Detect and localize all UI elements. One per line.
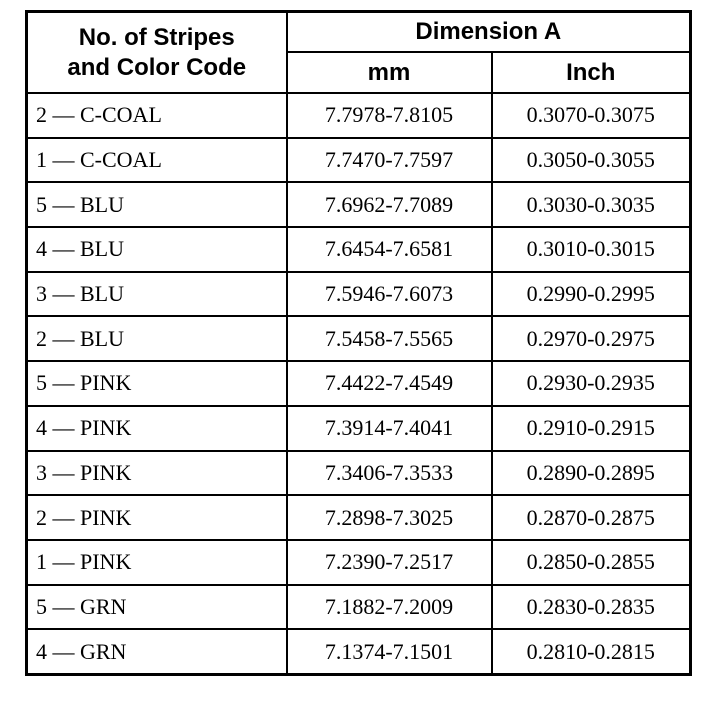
cell-mm-range: 7.2390-7.2517 bbox=[285, 538, 493, 586]
table-row: 1 — PINK 7.2390-7.2517 0.2850-0.2855 bbox=[25, 538, 692, 586]
cell-inch-range: 0.2990-0.2995 bbox=[490, 270, 692, 318]
table-row: 1 — C-COAL 7.7470-7.7597 0.3050-0.3055 bbox=[25, 136, 692, 184]
cell-inch-range: 0.2910-0.2915 bbox=[490, 404, 692, 452]
cell-stripe-color-code: 4 — PINK bbox=[25, 404, 288, 452]
header-row-2: mm Inch bbox=[27, 51, 692, 94]
cell-inch-range: 0.2890-0.2895 bbox=[490, 449, 692, 497]
cell-inch-range: 0.3070-0.3075 bbox=[490, 92, 692, 139]
cell-stripe-color-code: 2 — BLU bbox=[25, 315, 288, 363]
cell-stripe-color-code: 5 — GRN bbox=[25, 583, 288, 631]
cell-inch-range: 0.3030-0.3035 bbox=[490, 181, 692, 229]
cell-stripe-color-code: 4 — BLU bbox=[25, 226, 288, 273]
dimension-spec-table: No. of Stripes and Color Code Dimension … bbox=[25, 10, 693, 676]
table-header: No. of Stripes and Color Code Dimension … bbox=[25, 10, 692, 94]
header-mm: mm bbox=[285, 51, 493, 94]
header-stripes-line2: and Color Code bbox=[67, 53, 247, 81]
cell-mm-range: 7.2898-7.3025 bbox=[285, 494, 493, 541]
table-body: 2 — C-COAL 7.7978-7.8105 0.3070-0.3075 1… bbox=[25, 92, 692, 676]
cell-inch-range: 0.3010-0.3015 bbox=[490, 226, 692, 273]
table-row: 2 — C-COAL 7.7978-7.8105 0.3070-0.3075 bbox=[25, 92, 692, 139]
cell-stripe-color-code: 1 — PINK bbox=[25, 538, 288, 586]
cell-mm-range: 7.4422-7.4549 bbox=[285, 360, 493, 407]
cell-mm-range: 7.1882-7.2009 bbox=[285, 583, 493, 631]
cell-inch-range: 0.2930-0.2935 bbox=[490, 360, 692, 407]
cell-stripe-color-code: 2 — C-COAL bbox=[25, 92, 288, 139]
cell-mm-range: 7.1374-7.1501 bbox=[285, 628, 493, 676]
cell-stripe-color-code: 3 — BLU bbox=[25, 270, 288, 318]
cell-stripe-color-code: 1 — C-COAL bbox=[25, 136, 288, 184]
cell-inch-range: 0.2970-0.2975 bbox=[490, 315, 692, 363]
table-row: 5 — BLU 7.6962-7.7089 0.3030-0.3035 bbox=[25, 181, 692, 229]
cell-stripe-color-code: 5 — BLU bbox=[25, 181, 288, 229]
table-row: 5 — PINK 7.4422-7.4549 0.2930-0.2935 bbox=[25, 360, 692, 407]
cell-stripe-color-code: 4 — GRN bbox=[25, 628, 288, 676]
cell-inch-range: 0.3050-0.3055 bbox=[490, 136, 692, 184]
table-row: 5 — GRN 7.1882-7.2009 0.2830-0.2835 bbox=[25, 583, 692, 631]
cell-stripe-color-code: 3 — PINK bbox=[25, 449, 288, 497]
header-stripes-color-code: No. of Stripes and Color Code bbox=[25, 10, 288, 94]
cell-mm-range: 7.3914-7.4041 bbox=[285, 404, 493, 452]
table-row: 2 — BLU 7.5458-7.5565 0.2970-0.2975 bbox=[25, 315, 692, 363]
table-row: 4 — GRN 7.1374-7.1501 0.2810-0.2815 bbox=[25, 628, 692, 676]
header-stripes-line1: No. of Stripes bbox=[78, 23, 235, 51]
table-row: 2 — PINK 7.2898-7.3025 0.2870-0.2875 bbox=[25, 494, 692, 541]
cell-mm-range: 7.7470-7.7597 bbox=[285, 136, 493, 184]
cell-mm-range: 7.6454-7.6581 bbox=[285, 226, 493, 273]
cell-mm-range: 7.6962-7.7089 bbox=[285, 181, 493, 229]
cell-inch-range: 0.2810-0.2815 bbox=[490, 628, 692, 676]
cell-stripe-color-code: 2 — PINK bbox=[25, 494, 288, 541]
table-row: 3 — BLU 7.5946-7.6073 0.2990-0.2995 bbox=[25, 270, 692, 318]
dimension-spec-table-container: No. of Stripes and Color Code Dimension … bbox=[25, 10, 693, 676]
header-inch: Inch bbox=[490, 51, 692, 94]
cell-stripe-color-code: 5 — PINK bbox=[25, 360, 288, 407]
table-row: 3 — PINK 7.3406-7.3533 0.2890-0.2895 bbox=[25, 449, 692, 497]
cell-inch-range: 0.2830-0.2835 bbox=[490, 583, 692, 631]
header-dimension-a: Dimension A bbox=[285, 10, 692, 53]
cell-inch-range: 0.2870-0.2875 bbox=[490, 494, 692, 541]
cell-mm-range: 7.5946-7.6073 bbox=[285, 270, 493, 318]
table-row: 4 — BLU 7.6454-7.6581 0.3010-0.3015 bbox=[25, 226, 692, 273]
cell-mm-range: 7.7978-7.8105 bbox=[285, 92, 493, 139]
cell-mm-range: 7.5458-7.5565 bbox=[285, 315, 493, 363]
cell-mm-range: 7.3406-7.3533 bbox=[285, 449, 493, 497]
header-row-1: No. of Stripes and Color Code Dimension … bbox=[25, 10, 692, 94]
cell-inch-range: 0.2850-0.2855 bbox=[490, 538, 692, 586]
table-row: 4 — PINK 7.3914-7.4041 0.2910-0.2915 bbox=[25, 404, 692, 452]
